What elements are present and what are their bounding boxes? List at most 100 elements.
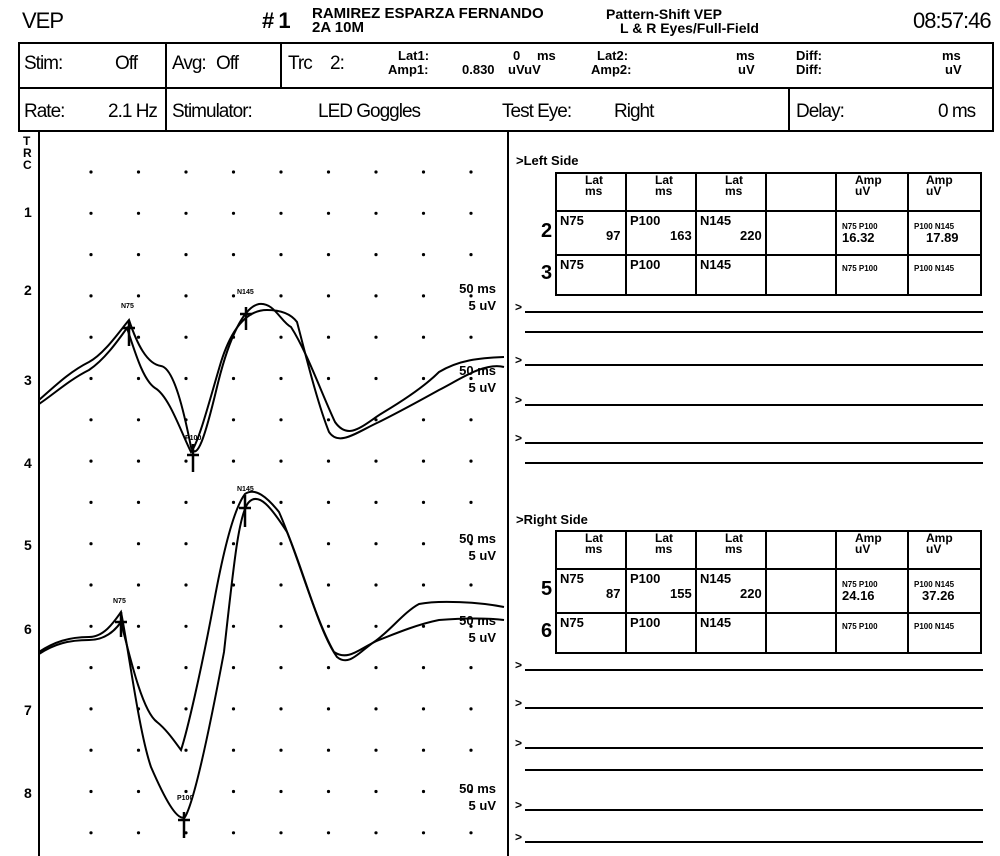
grid-dot: [89, 583, 93, 587]
test-eye-value[interactable]: Right: [614, 101, 654, 122]
waveform-plot[interactable]: N75 N145 P100 N75 N145 P100: [39, 132, 509, 856]
comment-line[interactable]: [525, 769, 983, 771]
grid-dot: [326, 335, 331, 339]
comment-line[interactable]: [525, 707, 983, 709]
grid-dot: [469, 500, 473, 504]
grid-dot: [136, 170, 141, 174]
scale-label-5: 50 ms 5 uV: [459, 781, 496, 813]
grid-dot: [184, 500, 188, 504]
right-hdr-3: Lat ms: [725, 531, 743, 556]
grid-dot: [421, 253, 426, 257]
grid-dot: [89, 294, 93, 298]
grid-dot: [231, 666, 236, 670]
grid-dot: [374, 500, 378, 504]
grid-dot: [374, 583, 378, 587]
channel-8[interactable]: 8: [24, 785, 32, 801]
left-side-table: [555, 172, 982, 296]
lat1-value: 0: [513, 48, 521, 63]
comment-prompt-marker: >: [515, 736, 523, 750]
channel-5[interactable]: 5: [24, 537, 32, 553]
left-row2-a2: 17.89: [926, 230, 959, 245]
amp1-value: 0.830: [462, 62, 495, 77]
left-row2-v3: 220: [740, 228, 762, 243]
comment-line[interactable]: [525, 404, 983, 406]
trace-letter-r: R: [23, 146, 32, 160]
grid-dot: [231, 624, 236, 628]
comment-line[interactable]: [525, 442, 983, 444]
grid-dot: [279, 500, 283, 504]
avg-value[interactable]: Off: [216, 53, 239, 74]
comment-line[interactable]: [525, 311, 983, 313]
grid-dot: [326, 707, 331, 711]
stimulator-value[interactable]: LED Goggles: [318, 101, 421, 122]
grid-dot: [184, 294, 188, 298]
comment-prompt-marker: >: [515, 798, 523, 812]
grid-dot: [469, 831, 473, 835]
trace-2-waveform: [39, 302, 505, 453]
channel-2[interactable]: 2: [24, 282, 32, 298]
left-row2-a1: 16.32: [842, 230, 875, 245]
left-row-index-2[interactable]: 2: [541, 220, 553, 242]
comment-line[interactable]: [525, 747, 983, 749]
trace-letter-t: T: [23, 134, 31, 148]
waveform-left-border: [38, 132, 40, 856]
delay-label: Delay:: [796, 101, 845, 122]
comment-prompt-marker: >: [515, 658, 523, 672]
channel-4[interactable]: 4: [24, 455, 32, 471]
grid-dot: [469, 253, 473, 257]
channel-3[interactable]: 3: [24, 372, 32, 388]
grid-dot: [136, 253, 141, 257]
stim-value[interactable]: Off: [115, 53, 138, 74]
grid-dot: [231, 253, 236, 257]
right-row5-v1: 87: [606, 586, 621, 601]
grid-dot: [136, 666, 141, 670]
test-name: Pattern-Shift VEP: [606, 6, 722, 22]
grid-dot: [374, 748, 378, 752]
comment-line[interactable]: [525, 669, 983, 671]
comment-prompt-marker: >: [515, 431, 523, 445]
grid-dot: [421, 376, 426, 381]
grid-dot: [184, 211, 188, 215]
mode-label: VEP: [22, 8, 64, 33]
channel-7[interactable]: 7: [24, 702, 32, 718]
grid-dot: [421, 459, 426, 463]
test-detail: L & R Eyes/Full-Field: [620, 20, 759, 36]
grid-dot: [136, 624, 141, 628]
left-hdr-2: Lat ms: [655, 173, 673, 198]
right-side-table: [555, 530, 982, 654]
trace-value[interactable]: 2:: [330, 53, 345, 74]
grid-dot: [469, 459, 473, 463]
right-row-index-5[interactable]: 5: [541, 578, 553, 600]
record-number: # 1: [262, 8, 291, 33]
left-row-index-3[interactable]: 3: [541, 262, 553, 284]
grid-dot: [279, 335, 283, 339]
comment-line[interactable]: [525, 809, 983, 811]
comment-line[interactable]: [525, 364, 983, 366]
grid-dot: [326, 376, 331, 381]
label-n145-lower: N145: [237, 486, 254, 493]
comment-line[interactable]: [525, 841, 983, 843]
grid-dot: [136, 335, 141, 339]
grid-dot: [136, 294, 141, 298]
comment-line[interactable]: [525, 462, 983, 464]
amp2-label: Amp2:: [591, 62, 632, 77]
lat2-label: Lat2:: [597, 48, 629, 63]
grid-dot: [279, 583, 283, 587]
right-row-index-6[interactable]: 6: [541, 620, 553, 642]
channel-1[interactable]: 1: [24, 204, 32, 220]
comment-line[interactable]: [525, 331, 983, 333]
left-row3-c3: N145: [700, 257, 732, 272]
right-row6-a1-label: N75 P100: [842, 622, 878, 631]
rate-value[interactable]: 2.1 Hz: [108, 101, 158, 122]
grid-dot: [184, 666, 188, 670]
left-row2-a2-label: P100 N145: [914, 222, 955, 231]
delay-value[interactable]: 0 ms: [938, 101, 976, 122]
grid-dot: [279, 253, 283, 257]
lat1-label: Lat1:: [398, 48, 430, 63]
label-p100-upper: P100: [185, 435, 201, 442]
grid-dot: [421, 335, 426, 339]
left-row3-c1: N75: [560, 257, 584, 272]
grid-dot: [231, 831, 236, 835]
grid-dot: [184, 335, 188, 339]
channel-6[interactable]: 6: [24, 621, 32, 637]
